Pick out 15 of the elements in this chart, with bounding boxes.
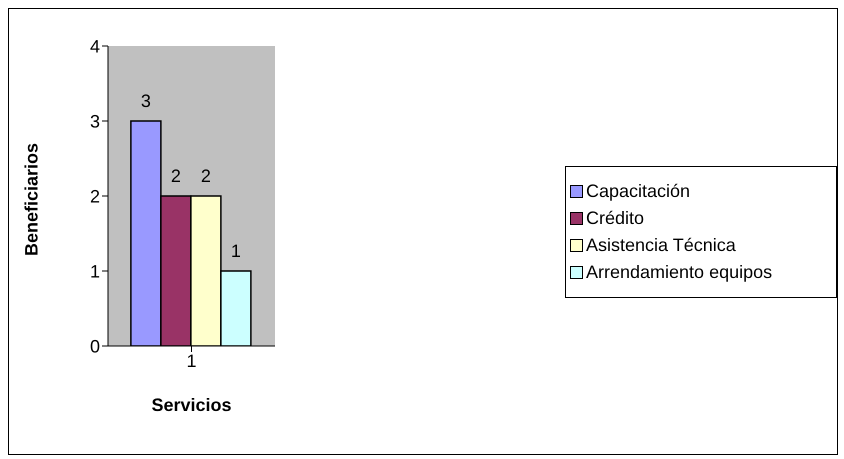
data-label: 2: [200, 166, 211, 186]
legend-label: Arrendamiento equipos: [586, 262, 772, 282]
y-axis-title: Beneficiarios: [21, 142, 42, 256]
legend-label: Crédito: [586, 208, 644, 228]
data-label: 3: [140, 91, 151, 111]
y-tick-label: 3: [90, 111, 100, 132]
x-axis-title: Servicios: [151, 394, 232, 415]
y-tick-label: 4: [90, 36, 100, 56]
legend-label: Capacitación: [586, 180, 690, 202]
legend-label: Asistencia Técnica: [586, 234, 736, 256]
data-label: 1: [230, 241, 241, 261]
data-label: 2: [170, 166, 181, 186]
y-tick-label: 0: [90, 336, 100, 356]
y-tick-label: 1: [90, 261, 100, 282]
y-tick-label: 2: [90, 186, 100, 206]
